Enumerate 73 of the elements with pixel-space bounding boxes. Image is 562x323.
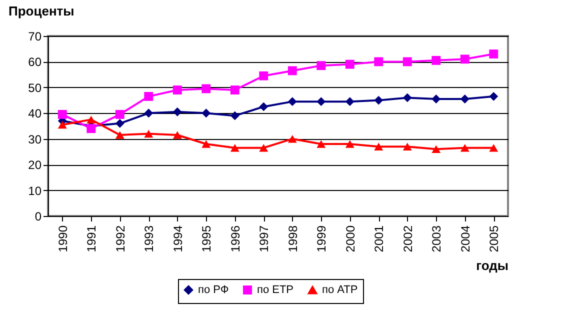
point — [58, 120, 67, 129]
y-tick-label: 70 — [28, 30, 42, 44]
point — [86, 124, 96, 134]
x-tick-label: 1996 — [228, 225, 242, 252]
y-tick-label: 10 — [28, 184, 42, 198]
point — [144, 130, 154, 138]
x-tick-label: 2002 — [400, 225, 415, 252]
point — [489, 50, 498, 58]
point — [58, 110, 67, 119]
point — [86, 116, 96, 124]
y-tick-label: 50 — [28, 80, 42, 95]
point — [115, 110, 124, 119]
point — [259, 102, 268, 112]
point — [374, 57, 384, 66]
point — [432, 56, 441, 65]
point — [460, 144, 470, 152]
point — [288, 66, 297, 76]
x-tick-label: 1993 — [142, 225, 156, 252]
point — [202, 108, 211, 118]
point — [489, 144, 498, 152]
x-axis-title: годы — [476, 258, 508, 274]
point — [288, 97, 297, 106]
x-tick-label: 2000 — [343, 225, 358, 252]
x-tick-label: 1997 — [257, 225, 272, 252]
point — [172, 131, 182, 139]
point — [316, 61, 326, 70]
point — [316, 140, 326, 148]
point — [144, 108, 154, 118]
point — [230, 111, 240, 120]
y-tick-label: 20 — [28, 158, 42, 172]
point — [402, 57, 412, 66]
point — [460, 54, 470, 64]
point — [374, 142, 384, 150]
point — [345, 60, 354, 69]
y-tick-label: 60 — [28, 55, 42, 70]
x-tick-label: 1991 — [84, 225, 99, 252]
x-tick-label: 2005 — [487, 225, 502, 252]
legend-label: по ЕТР — [257, 284, 294, 296]
x-tick-label: 1999 — [314, 225, 329, 252]
y-tick-label: 40 — [28, 106, 42, 121]
x-tick-label: 1990 — [56, 225, 70, 252]
point — [172, 107, 182, 116]
point — [172, 86, 182, 94]
point — [202, 140, 211, 148]
point — [432, 145, 441, 154]
y-axis-title: Проценты — [8, 4, 74, 18]
point — [374, 96, 384, 105]
point — [259, 71, 268, 80]
point — [316, 97, 326, 106]
point — [259, 144, 268, 152]
x-tick-label: 2003 — [430, 225, 444, 252]
point — [230, 144, 240, 152]
x-tick-label: 1995 — [200, 225, 214, 252]
x-tick-label: 1994 — [170, 225, 185, 252]
point — [144, 92, 154, 101]
point — [489, 92, 498, 101]
x-tick-label: 1992 — [113, 225, 128, 252]
point — [345, 140, 354, 148]
legend-label: по РФ — [198, 284, 229, 296]
y-tick-label: 0 — [34, 210, 42, 224]
point — [345, 97, 354, 106]
point — [202, 84, 211, 94]
x-tick-label: 2004 — [458, 225, 472, 252]
point — [288, 134, 297, 143]
point — [115, 118, 124, 128]
point — [402, 93, 412, 102]
x-tick-label: 1998 — [286, 225, 300, 252]
point — [230, 86, 240, 94]
legend-label: по АТР — [322, 284, 358, 296]
y-tick-label: 30 — [28, 132, 42, 146]
x-tick-label: 2001 — [372, 225, 386, 252]
point — [115, 131, 124, 139]
point — [402, 142, 412, 150]
